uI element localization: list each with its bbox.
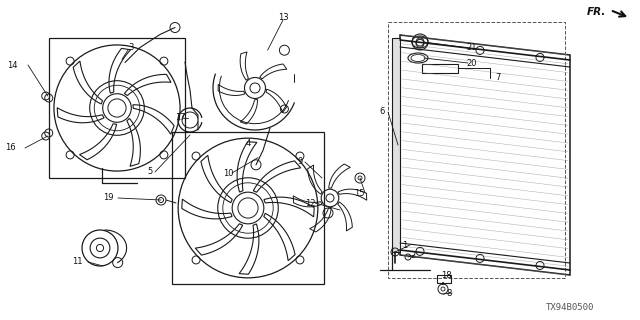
Text: 14: 14 bbox=[7, 60, 17, 69]
Text: 13: 13 bbox=[278, 13, 288, 22]
Bar bbox=[172, 132, 324, 284]
Text: 8: 8 bbox=[446, 289, 452, 298]
Bar bbox=[388, 22, 565, 278]
Text: 10: 10 bbox=[223, 169, 233, 178]
Text: 19: 19 bbox=[103, 194, 113, 203]
Text: 11: 11 bbox=[72, 258, 83, 267]
Text: 16: 16 bbox=[4, 143, 15, 153]
Text: 3: 3 bbox=[128, 43, 134, 52]
Text: 21: 21 bbox=[467, 44, 477, 52]
Text: 1: 1 bbox=[403, 241, 408, 250]
Text: 2: 2 bbox=[410, 251, 415, 260]
Text: 6: 6 bbox=[380, 108, 385, 116]
Text: 7: 7 bbox=[495, 74, 500, 83]
Text: 12: 12 bbox=[305, 198, 316, 207]
Text: 5: 5 bbox=[147, 167, 152, 177]
Polygon shape bbox=[392, 38, 400, 252]
Text: FR.: FR. bbox=[587, 7, 606, 17]
Text: 18: 18 bbox=[441, 270, 451, 279]
Text: 4: 4 bbox=[245, 139, 251, 148]
Text: 9: 9 bbox=[298, 157, 303, 166]
Text: TX94B0500: TX94B0500 bbox=[546, 303, 594, 313]
Text: 20: 20 bbox=[467, 59, 477, 68]
Bar bbox=[49, 38, 185, 178]
Text: 17: 17 bbox=[175, 114, 186, 123]
Bar bbox=[437, 275, 451, 283]
Text: 15: 15 bbox=[354, 188, 364, 197]
